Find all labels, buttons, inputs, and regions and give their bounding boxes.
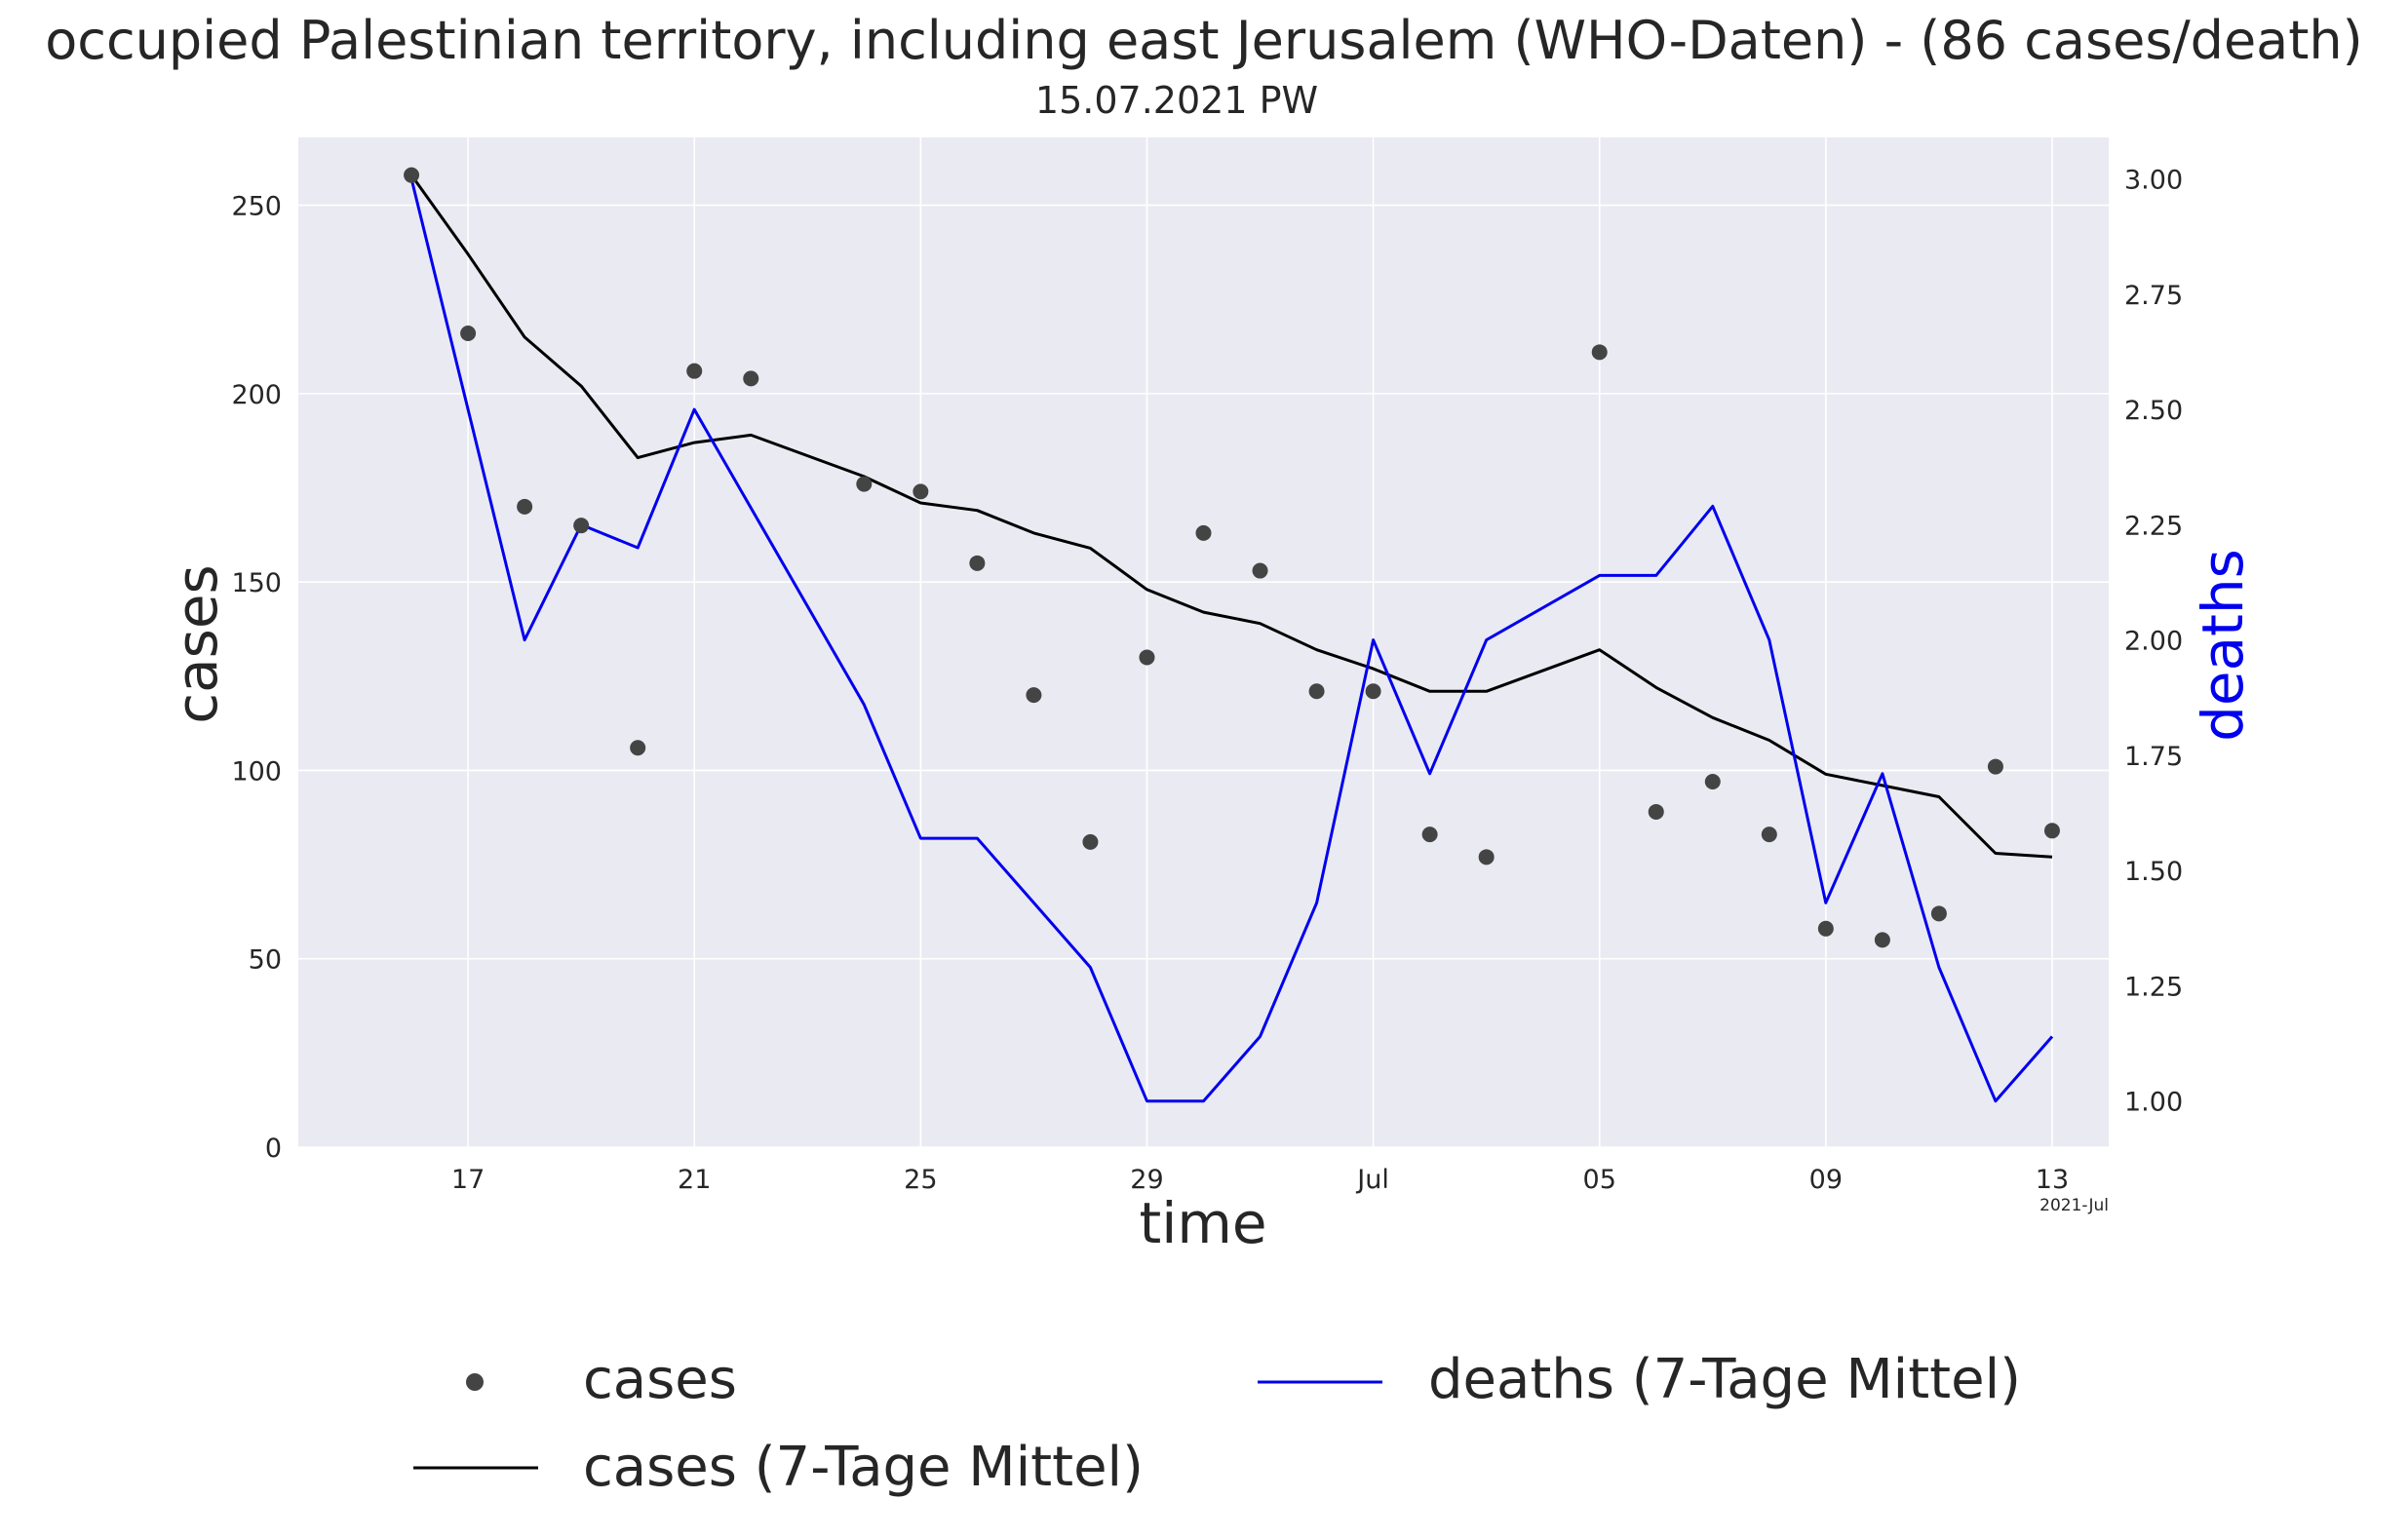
cases-point <box>1761 827 1777 843</box>
x-tick-label: 09 <box>1809 1165 1843 1195</box>
x-tick-label: 25 <box>904 1165 937 1195</box>
y-left-tick-label: 200 <box>231 380 282 410</box>
cases-point <box>1421 827 1438 843</box>
cases-point <box>686 363 703 379</box>
cases-point <box>1987 758 2003 775</box>
cases-point <box>1704 774 1721 790</box>
y-left-tick-label: 250 <box>231 192 282 222</box>
cases-point <box>1026 687 1042 704</box>
y-right-tick-label: 3.00 <box>2124 166 2183 196</box>
x-tick-label: 13 <box>2036 1165 2069 1195</box>
cases-point <box>460 326 477 342</box>
y-right-tick-labels: 1.00 1.25 1.50 1.75 2.00 2.25 2.50 2.75 3.00 <box>2124 166 2183 1118</box>
cases-point <box>404 167 420 183</box>
grid-lines <box>298 137 2109 1148</box>
chart-subtitle: 15.07.2021 PW <box>1035 79 1318 122</box>
cases-point <box>1252 562 1268 579</box>
cases-point <box>1817 920 1834 937</box>
y-left-tick-label: 100 <box>231 756 282 787</box>
cases-point <box>1591 344 1608 361</box>
y-left-tick-labels: 0 50 100 150 200 250 <box>231 192 282 1164</box>
cases-point <box>1365 683 1381 700</box>
deaths-mean-line <box>409 178 2054 1103</box>
x-tick-label: 21 <box>678 1165 711 1195</box>
y-right-tick-label: 1.25 <box>2124 972 2183 1002</box>
cases-point <box>517 498 533 515</box>
cases-point <box>2043 823 2060 839</box>
x-tick-label: 17 <box>451 1165 485 1195</box>
x-tick-labels: 17 21 25 29 Jul 05 09 13 <box>451 1165 2069 1195</box>
cases-point <box>1195 524 1212 541</box>
legend-cases-marker <box>466 1373 484 1391</box>
cases-point <box>1082 833 1099 850</box>
y-left-tick-label: 50 <box>249 945 282 976</box>
cases-point <box>969 555 986 571</box>
x-tick-label: 29 <box>1130 1165 1163 1195</box>
cases-point <box>913 483 929 500</box>
cases-point <box>1139 649 1155 666</box>
x-axis-label: time <box>1139 1190 1266 1256</box>
chart-title: occupied Palestinian territory, includin… <box>45 10 2362 71</box>
legend-deaths-mean-label: deaths (7-Tage Mittel) <box>1428 1348 2021 1411</box>
y-right-tick-label: 2.75 <box>2124 281 2183 311</box>
y-left-axis-label: cases <box>164 564 230 724</box>
x-tick-label: Jul <box>1355 1165 1389 1195</box>
cases-mean-line-group <box>409 173 2053 859</box>
cases-points-group <box>404 167 2060 948</box>
y-left-tick-label: 150 <box>231 568 282 598</box>
y-right-tick-label: 1.50 <box>2124 857 2183 887</box>
deaths-mean-line-group <box>409 178 2054 1103</box>
x-tick-label: 05 <box>1583 1165 1616 1195</box>
y-right-axis-label: deaths <box>2190 549 2256 742</box>
cases-point <box>573 518 590 534</box>
cases-point <box>743 370 759 387</box>
y-right-tick-label: 1.00 <box>2124 1088 2183 1118</box>
legend-cases-mean-label: cases (7-Tage Mittel) <box>583 1436 1144 1499</box>
y-right-tick-label: 1.75 <box>2124 742 2183 772</box>
y-right-tick-label: 2.00 <box>2124 627 2183 657</box>
cases-mean-line <box>409 173 2053 859</box>
cases-point <box>1874 932 1890 948</box>
cases-point <box>630 740 646 756</box>
y-right-tick-label: 2.25 <box>2124 511 2183 541</box>
plot-area <box>298 137 2109 1147</box>
legend: cases cases (7-Tage Mittel) deaths (7-Ta… <box>413 1348 2021 1499</box>
cases-point <box>1648 803 1664 820</box>
cases-point <box>1478 849 1495 865</box>
y-left-tick-label: 0 <box>265 1134 282 1164</box>
cases-point <box>1930 905 1947 922</box>
cases-point <box>1308 683 1325 700</box>
y-right-tick-label: 2.50 <box>2124 396 2183 426</box>
cases-point <box>856 476 873 492</box>
x-offset-label: 2021-Jul <box>2039 1196 2109 1215</box>
legend-cases-label: cases <box>583 1348 737 1411</box>
